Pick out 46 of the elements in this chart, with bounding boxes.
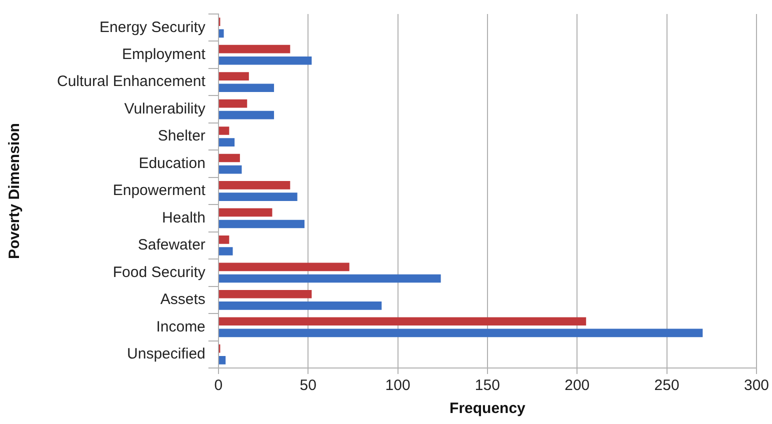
y-tick-label: Enpowerment [112, 182, 206, 200]
y-tick-label: Education [138, 154, 206, 172]
x-tick-label: 250 [654, 377, 680, 394]
bar [218, 126, 230, 135]
bar [218, 356, 226, 364]
bar [218, 56, 312, 65]
bar [218, 274, 441, 283]
bar [218, 181, 290, 190]
bar [218, 154, 240, 162]
bar [218, 165, 242, 174]
y-tick-label: Safewater [138, 236, 206, 254]
bar [218, 317, 586, 326]
x-tick-label: 100 [385, 377, 410, 394]
y-tick-label: Energy Security [100, 18, 206, 36]
bar [218, 208, 272, 217]
bar [218, 84, 274, 92]
bar [218, 220, 305, 228]
x-tick-label: 0 [214, 377, 223, 394]
y-tick-label: Shelter [158, 128, 206, 145]
y-tick-label: Cultural Enhancement [56, 73, 206, 90]
y-tick-label: Employment [122, 46, 206, 63]
x-tick-label: 50 [300, 377, 316, 394]
y-tick-label: Income [156, 318, 206, 336]
x-tick-label: 150 [474, 377, 500, 394]
x-tick-label: 200 [564, 377, 590, 394]
bar [218, 302, 382, 310]
bar [218, 262, 350, 272]
y-tick-label: Vulnerability [124, 100, 206, 118]
y-tick-label: Food Security [112, 264, 206, 281]
bar [218, 247, 233, 256]
bar [218, 110, 274, 120]
y-tick-label: Assets [160, 291, 206, 308]
x-axis-title: Frequency [450, 400, 526, 418]
bar [218, 44, 290, 54]
bar [218, 328, 703, 338]
bar [218, 72, 249, 80]
x-tick-label: 300 [744, 377, 769, 394]
y-tick-label: Unspecified [127, 346, 206, 363]
y-axis-title: Poverty Dimension [6, 123, 24, 259]
y-tick-label: Health [162, 209, 206, 226]
bar [218, 99, 248, 108]
bar [218, 236, 230, 244]
bar [218, 192, 298, 201]
bar [218, 29, 224, 38]
bar [218, 138, 235, 146]
bar [218, 290, 312, 298]
